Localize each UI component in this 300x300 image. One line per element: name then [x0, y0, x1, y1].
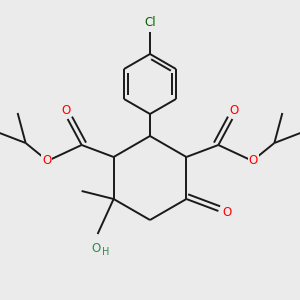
Text: H: H [102, 247, 109, 257]
Text: O: O [230, 103, 239, 116]
Text: O: O [61, 103, 70, 116]
Text: O: O [249, 154, 258, 166]
Text: O: O [42, 154, 51, 166]
Text: Cl: Cl [144, 16, 156, 28]
Text: O: O [223, 206, 232, 220]
Text: O: O [91, 242, 100, 254]
